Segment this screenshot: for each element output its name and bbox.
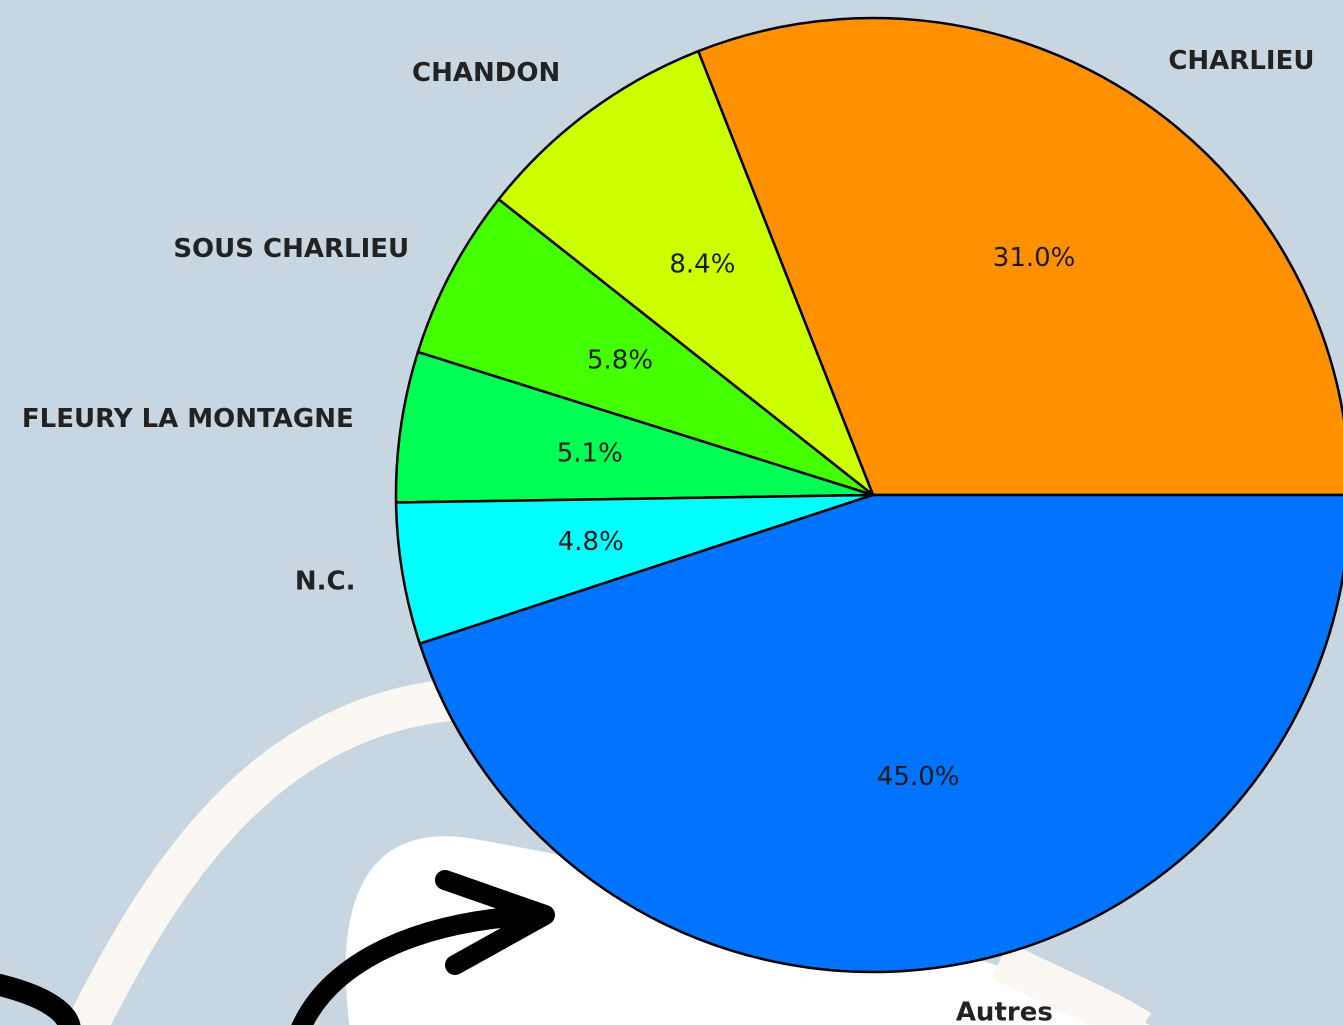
slice-label: SOUS CHARLIEU [173, 234, 409, 264]
value-label: 4.8% [558, 527, 624, 557]
decor-arrow [291, 870, 555, 1025]
pie-slice [418, 493, 1343, 974]
slice-label: CHARLIEU [1168, 46, 1314, 76]
value-label: 8.4% [669, 250, 735, 280]
slice-label: FLEURY LA MONTAGNE [22, 404, 354, 434]
value-label: 31.0% [993, 243, 1076, 273]
pie-slice [697, 16, 1343, 497]
slice-label: N.C. [295, 566, 356, 596]
slice-label: Autres [956, 998, 1053, 1025]
value-label: 45.0% [877, 762, 960, 792]
decor-curve [991, 942, 1152, 1025]
decor-curve [66, 679, 453, 1025]
pie-slice [497, 49, 875, 497]
pie-slice [394, 350, 875, 504]
value-label: 5.8% [587, 346, 653, 376]
slice-label: CHANDON [412, 58, 560, 88]
pie-slice [416, 198, 875, 497]
value-label: 5.1% [557, 438, 623, 468]
decor-arrow [0, 974, 81, 1025]
pie: CHARLIEU 31.0% CHANDON 8.4% SOUS CHARLIEU 5.8… [22, 16, 1343, 1025]
